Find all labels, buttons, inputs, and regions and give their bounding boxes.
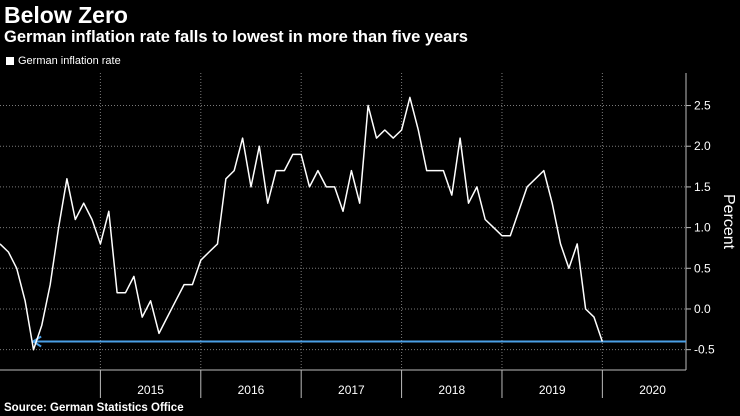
legend-swatch	[6, 57, 14, 65]
legend: German inflation rate	[6, 54, 121, 68]
series-line-inflation	[0, 96, 604, 351]
y-axis-label: Percent	[720, 194, 737, 250]
x-tick-label: 2018	[438, 383, 465, 397]
arrow-annotation-head	[31, 335, 42, 348]
y-tick-label: 1.5	[694, 180, 711, 194]
y-tick-label: 1.0	[694, 221, 711, 235]
x-tick-label: 2016	[238, 383, 265, 397]
x-tick-label: 2017	[338, 383, 365, 397]
y-tick-label: 0.0	[694, 302, 711, 316]
y-tick-label: -0.5	[694, 343, 715, 357]
x-tick-label: 2019	[539, 383, 566, 397]
x-tick-label: 2020	[639, 383, 666, 397]
chart-title: Below Zero	[4, 2, 128, 28]
source-note: Source: German Statistics Office	[4, 402, 184, 414]
y-tick-label: 2.0	[694, 139, 711, 153]
x-tick-label: 2015	[137, 383, 164, 397]
chart-subtitle: German inflation rate falls to lowest in…	[4, 28, 468, 46]
y-tick-label: 2.5	[694, 99, 711, 113]
legend-label: German inflation rate	[18, 55, 121, 67]
y-tick-label: 0.5	[694, 261, 711, 275]
